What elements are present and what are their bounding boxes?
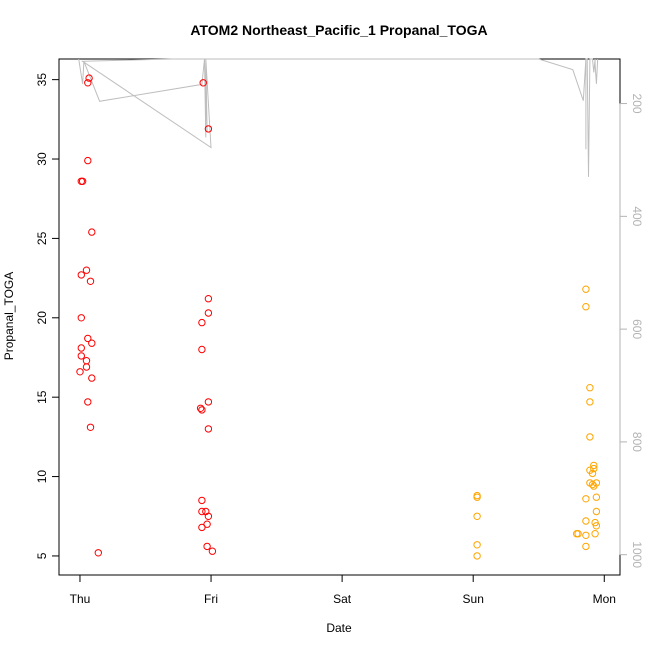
data-point [592,522,601,530]
y-tick-label: 5 [35,552,49,559]
data-point [582,285,590,293]
x-tick-label: Sun [463,592,484,606]
data-point [473,552,481,560]
data-point [86,423,95,431]
data-point [85,74,93,82]
data-point [84,79,92,87]
data-point [473,541,481,549]
data-point [198,507,206,516]
data-point [77,314,86,322]
data-point [77,271,86,279]
chart-title: ATOM2 Northeast_Pacific_1 Propanal_TOGA [190,22,487,38]
data-point [590,461,598,470]
data-point [203,520,211,528]
y-tick-label: 15 [35,390,49,404]
data-point [86,277,95,285]
data-point [198,406,206,414]
data-point [76,368,84,376]
y-tick-label: 35 [35,73,49,87]
data-point [198,523,206,532]
data-point [82,266,91,274]
right-y-tick-label: 800 [630,432,644,452]
data-point [590,464,598,473]
altitude-line [78,58,599,177]
y-tick-label: 30 [35,152,49,166]
points-group [76,74,601,560]
x-axis-label: Date [326,621,352,635]
data-point [204,512,213,520]
x-tick-label: Sat [333,592,352,606]
data-point [88,228,96,236]
right-y-tick-label: 1000 [630,541,644,568]
data-point [204,125,213,133]
data-point [582,303,590,311]
data-point [204,309,213,317]
data-point [582,542,590,551]
data-point [82,363,91,371]
right-y-tick-label: 600 [630,319,644,339]
data-point [590,482,598,490]
data-point [473,493,481,501]
data-point [77,344,86,352]
data-point [204,398,213,406]
y-tick-label: 10 [35,470,49,484]
data-point [588,469,597,478]
x-axis: Thu Fri Sat Sun Mon [70,574,616,606]
y-axis-label: Propanal_TOGA [2,272,16,361]
data-point [586,433,594,441]
y-axis: 5 10 15 20 25 30 35 [35,73,60,559]
data-point [198,496,206,505]
y-tick-label: 20 [35,311,49,325]
data-point [204,295,213,303]
data-point [591,518,599,527]
data-point [84,156,92,165]
data-point [88,339,96,347]
right-y-tick-label: 200 [630,94,644,114]
y-tick-label: 25 [35,231,49,245]
data-point [203,542,211,551]
data-point [586,384,594,392]
data-point [592,507,601,516]
data-point [582,495,590,503]
data-point [94,549,103,557]
right-y-tick-label: 400 [630,206,644,226]
data-point [588,480,597,489]
data-point [592,493,601,501]
data-point [84,334,92,343]
data-point [82,357,91,365]
data-point [77,352,86,360]
data-point [574,530,582,538]
data-point [473,512,481,520]
data-point [582,531,590,539]
data-point [78,177,87,186]
data-point [582,517,590,525]
x-tick-label: Fri [204,592,218,606]
data-point [88,374,96,382]
data-point [196,404,205,412]
data-point [591,530,599,538]
altitude-line-group [78,58,599,177]
data-point [199,79,207,87]
data-point [84,398,92,406]
data-point [586,398,594,406]
data-point [204,425,213,433]
x-tick-label: Mon [593,592,616,606]
plot-box [58,58,621,576]
data-point [208,547,217,555]
right-y-axis: 200 400 600 800 1000 [619,94,644,568]
data-point [198,318,206,327]
data-point [198,345,206,354]
x-tick-label: Thu [70,592,91,606]
